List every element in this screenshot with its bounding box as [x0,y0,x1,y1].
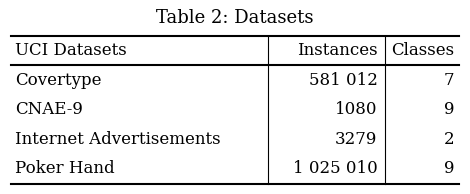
Text: 7: 7 [444,72,454,89]
Text: 9: 9 [444,101,454,118]
Text: UCI Datasets: UCI Datasets [16,42,127,59]
Text: 2: 2 [444,131,454,148]
Text: 581 012: 581 012 [309,72,377,89]
Text: Classes: Classes [392,42,454,59]
Text: Internet Advertisements: Internet Advertisements [16,131,221,148]
Text: 1080: 1080 [335,101,377,118]
Text: 1 025 010: 1 025 010 [293,160,377,178]
Text: Instances: Instances [297,42,377,59]
Text: Poker Hand: Poker Hand [16,160,115,178]
Text: 9: 9 [444,160,454,178]
Text: CNAE-9: CNAE-9 [16,101,83,118]
Text: Table 2: Datasets: Table 2: Datasets [156,9,314,27]
Text: 3279: 3279 [335,131,377,148]
Text: Covertype: Covertype [16,72,102,89]
